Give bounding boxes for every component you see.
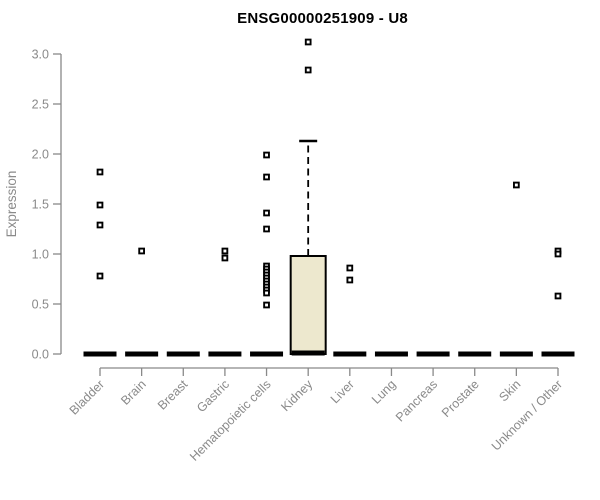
y-tick-label: 3.0 — [32, 48, 49, 62]
y-tick-label: 2.5 — [32, 98, 49, 112]
outlier-point — [263, 289, 270, 297]
outlier-point — [96, 272, 104, 280]
median-bar — [333, 351, 367, 357]
x-category-label: Gastric — [194, 377, 232, 415]
y-tick-label: 2.0 — [32, 148, 49, 162]
outlier-point — [263, 173, 270, 181]
outlier-point — [263, 301, 270, 309]
median-bar — [250, 351, 284, 357]
outlier-point — [554, 250, 562, 258]
outlier-point — [96, 168, 104, 176]
median-bar — [458, 351, 492, 357]
outlier-point — [304, 66, 312, 74]
y-tick-label: 0.0 — [32, 348, 49, 362]
x-category-label: Skin — [496, 377, 523, 404]
outlier-point — [304, 38, 312, 46]
outlier-point — [346, 276, 354, 284]
x-category-label: Lung — [369, 377, 399, 407]
y-tick-label: 1.0 — [32, 248, 49, 262]
outlier-point — [96, 201, 104, 209]
outlier-point — [513, 181, 520, 189]
median-bar — [416, 351, 450, 357]
outlier-point — [221, 247, 229, 255]
x-category-label: Bladder — [67, 377, 107, 417]
outlier-point — [263, 225, 270, 233]
outlier-point — [554, 292, 562, 300]
outlier-point — [96, 221, 104, 229]
median-bar — [374, 351, 408, 357]
outlier-point — [263, 151, 270, 159]
x-category-label: Kidney — [278, 377, 315, 414]
x-category-label: Liver — [328, 377, 357, 406]
outlier-point — [221, 254, 229, 262]
median-bar — [291, 350, 325, 356]
chart-title: ENSG00000251909 - U8 — [237, 10, 408, 27]
box-kidney — [289, 255, 327, 355]
y-tick-label: 1.5 — [32, 198, 49, 212]
outlier-point — [138, 247, 145, 255]
x-category-label: Breast — [155, 377, 191, 413]
median-bar — [83, 351, 117, 357]
median-bar — [208, 351, 242, 357]
x-category-label: Prostate — [439, 377, 482, 420]
x-category-label: Pancreas — [393, 377, 440, 424]
x-category-label: Unknown / Other — [489, 377, 565, 453]
x-category-label: Brain — [118, 377, 149, 408]
y-tick-label: 0.5 — [32, 298, 49, 312]
x-category-label: Hematopoietic cells — [187, 377, 274, 464]
median-bar — [541, 351, 575, 357]
median-bar — [166, 351, 200, 357]
median-bar — [499, 351, 533, 357]
median-bar — [125, 351, 159, 357]
outlier-point — [346, 264, 354, 272]
outlier-point — [263, 209, 270, 217]
